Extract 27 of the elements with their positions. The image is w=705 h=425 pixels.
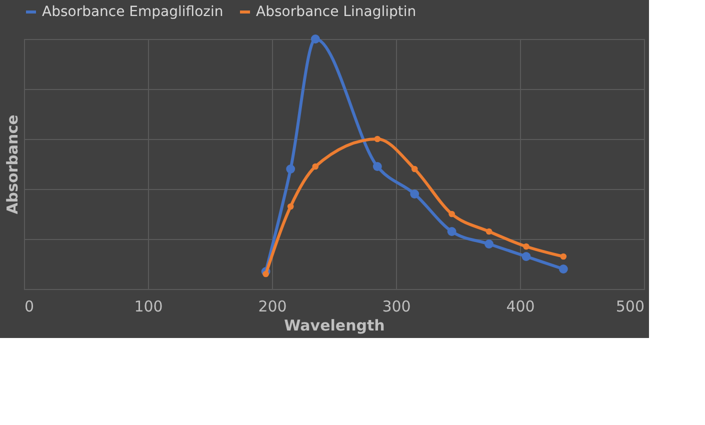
point xyxy=(558,264,568,274)
point xyxy=(486,228,492,235)
point xyxy=(286,164,296,174)
x-tick-label: 400 xyxy=(506,298,535,316)
point xyxy=(411,166,418,172)
point xyxy=(522,252,531,261)
y-axis-title: Absorbance xyxy=(4,114,22,214)
point xyxy=(410,190,420,198)
point xyxy=(262,270,269,278)
point xyxy=(447,227,456,236)
x-tick-label: 0 xyxy=(24,298,34,316)
point xyxy=(372,162,382,171)
point xyxy=(374,136,381,142)
x-tick-label: 500 xyxy=(616,298,644,316)
legend-label: Absorbance Empagliflozin xyxy=(42,4,224,20)
point xyxy=(310,34,320,44)
point xyxy=(484,240,494,248)
point xyxy=(312,163,319,170)
x-tick-label: 300 xyxy=(382,298,411,316)
point xyxy=(523,243,530,250)
x-tick-label: 100 xyxy=(134,298,163,316)
x-tick-label: 200 xyxy=(258,298,287,316)
point xyxy=(560,253,567,260)
x-axis-title: Wavelength xyxy=(284,316,385,334)
point xyxy=(287,203,294,210)
point xyxy=(448,210,455,218)
legend-label: Absorbance Linagliptin xyxy=(256,4,416,20)
